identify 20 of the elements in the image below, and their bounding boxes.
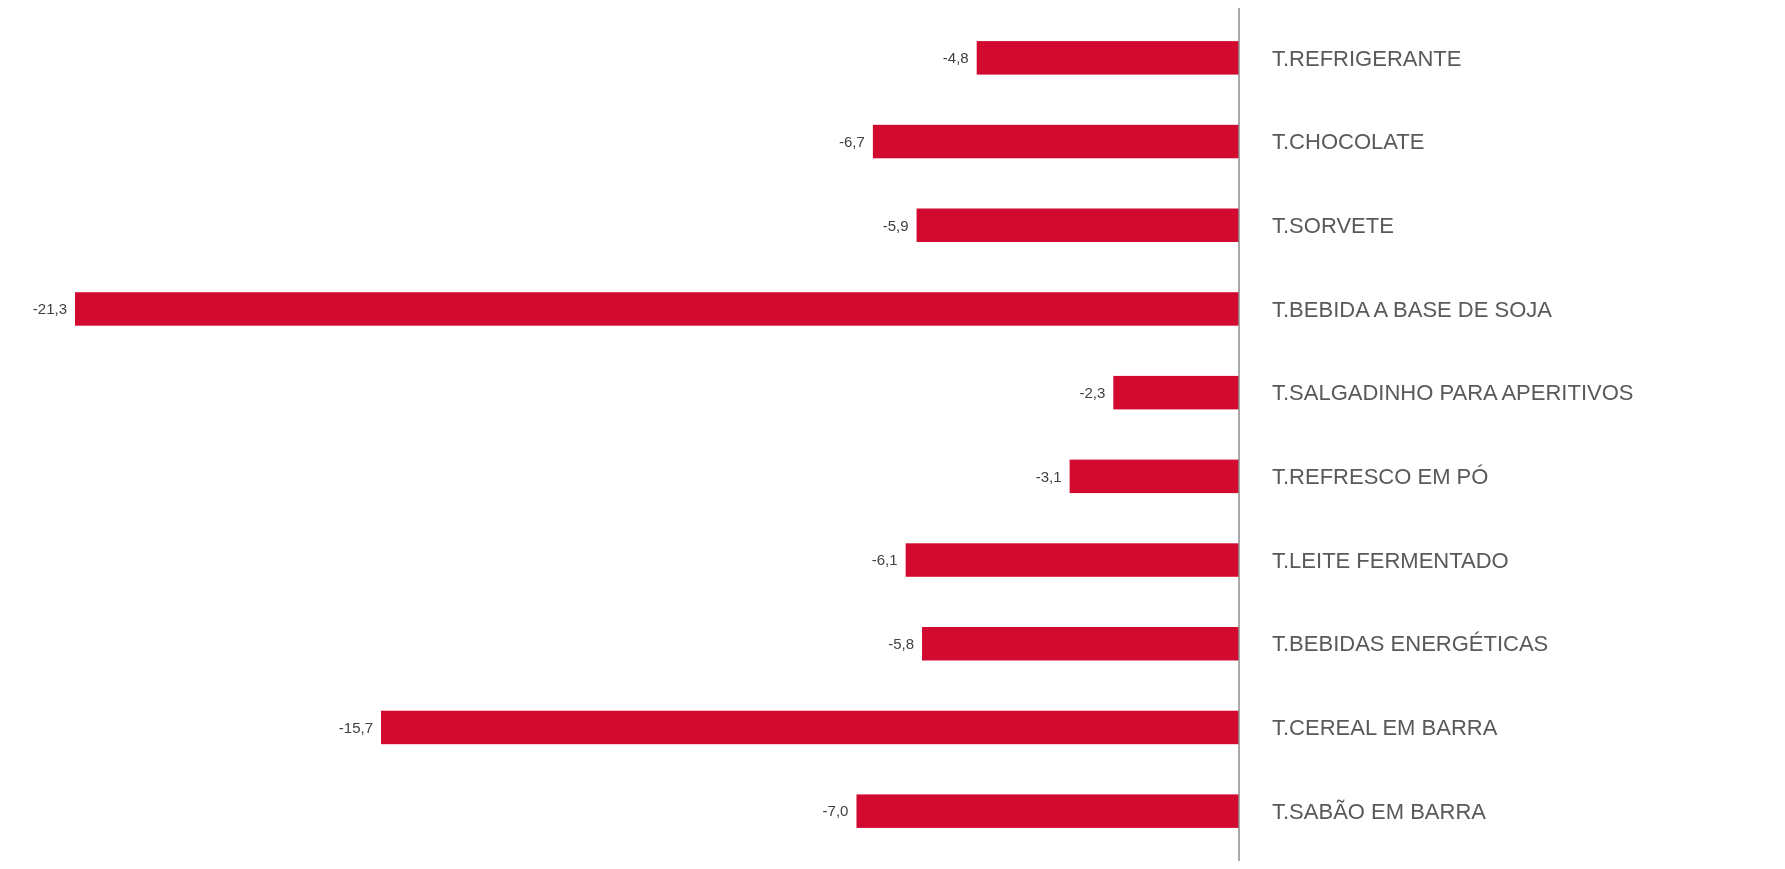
data-label: -2,3 xyxy=(1079,383,1106,401)
y-tick-label: T.REFRESCO EM PÓ xyxy=(1272,464,1489,490)
y-tick-label: T.BEBIDA A BASE DE SOJA xyxy=(1272,296,1553,322)
data-label: -21,3 xyxy=(32,300,67,318)
y-tick-label: T.CHOCOLATE xyxy=(1272,129,1425,155)
data-label: -3,1 xyxy=(1035,467,1062,485)
data-label: -5,8 xyxy=(888,635,915,652)
y-tick-label: T.CEREAL EM BARRA xyxy=(1272,715,1498,741)
data-label: -5,9 xyxy=(882,216,909,234)
y-tick-label: T.SABÃO EM BARRA xyxy=(1272,798,1487,824)
data-label: -7,0 xyxy=(822,802,849,820)
y-tick-label: T.LEITE FERMENTADO xyxy=(1272,547,1509,573)
data-label: -4,8 xyxy=(942,49,969,67)
data-label: -6,1 xyxy=(871,551,898,569)
data-label: -15,7 xyxy=(338,718,374,736)
y-tick-label: T.REFRIGERANTE xyxy=(1272,45,1462,71)
y-tick-label: T.BEBIDAS ENERGÉTICAS xyxy=(1272,631,1549,657)
data-label: -6,7 xyxy=(839,132,865,150)
y-tick-label: T.SALGADINHO PARA APERITIVOS xyxy=(1272,380,1634,406)
y-tick-label: T.SORVETE xyxy=(1272,212,1394,238)
